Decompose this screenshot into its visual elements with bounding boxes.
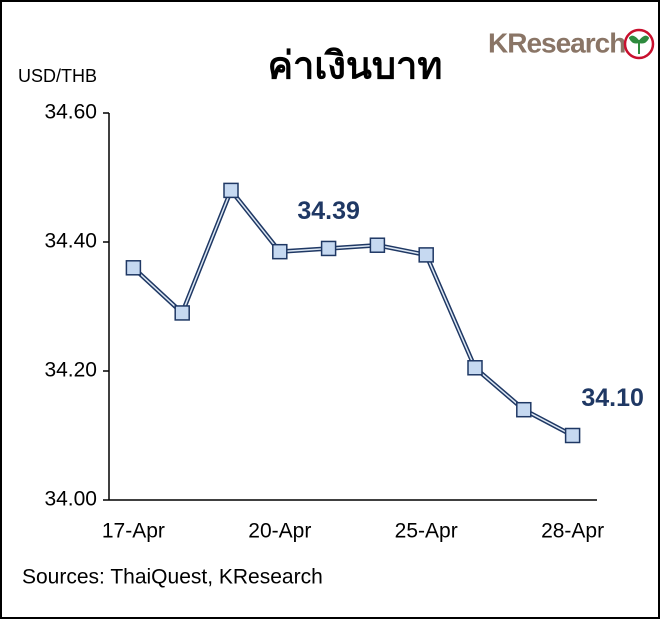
marker: [467, 360, 483, 376]
chart-title: ค่าเงินบาท: [268, 44, 443, 88]
marker: [223, 182, 239, 199]
marker: [418, 247, 434, 263]
x-tick-label: 28-Apr: [541, 520, 604, 543]
x-tick-label: 20-Apr: [248, 520, 311, 543]
y-tick-label: 34.60: [44, 101, 97, 124]
marker: [125, 260, 142, 276]
y-tick-label: 34.20: [44, 359, 97, 382]
marker: [564, 427, 581, 444]
marker: [272, 243, 288, 260]
x-tick-label: 17-Apr: [102, 520, 165, 543]
marker: [320, 240, 337, 257]
y-axis-label: USD/THB: [18, 66, 97, 86]
x-tick-label: 25-Apr: [395, 520, 458, 543]
y-tick-label: 34.00: [44, 488, 97, 511]
marker: [516, 401, 532, 418]
marker: [174, 305, 190, 321]
data-label: 34.39: [297, 197, 360, 225]
source-note: Sources: ThaiQuest, KResearch: [22, 566, 323, 589]
y-tick-label: 34.40: [44, 230, 97, 253]
marker: [369, 237, 386, 253]
logo-leaf: [628, 35, 650, 54]
logo: KResearch: [488, 27, 625, 58]
line-highlight: [132, 189, 573, 437]
data-label: 34.10: [581, 384, 644, 412]
